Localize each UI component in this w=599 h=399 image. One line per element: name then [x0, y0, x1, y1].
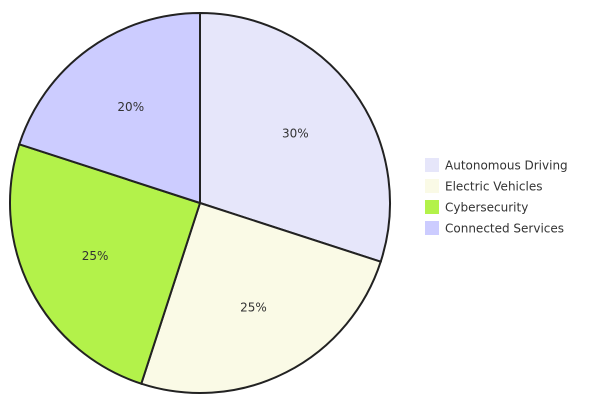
- slice-label-connected-services: 20%: [117, 100, 144, 114]
- legend-label-autonomous-driving: Autonomous Driving: [445, 159, 568, 173]
- legend-swatch-autonomous-driving: [425, 158, 439, 172]
- legend-swatch-connected-services: [425, 221, 439, 235]
- pie-slice-electric-vehicles: [140, 201, 382, 394]
- legend-label-cybersecurity: Cybersecurity: [445, 201, 528, 215]
- slice-label-cybersecurity: 25%: [82, 249, 109, 263]
- pie-slice-labels: 30% 25% 25% 20%: [82, 100, 309, 314]
- slice-label-electric-vehicles: 25%: [240, 300, 267, 314]
- legend-swatch-electric-vehicles: [425, 179, 439, 193]
- legend-label-connected-services: Connected Services: [445, 222, 564, 236]
- legend-swatch-cybersecurity: [425, 200, 439, 214]
- legend: Autonomous Driving Electric Vehicles Cyber…: [425, 158, 568, 236]
- pie-slice-connected-services: [18, 11, 201, 205]
- pie-slice-cybersecurity: [9, 143, 202, 385]
- pie-slices: [9, 11, 391, 394]
- pie-slice-autonomous-driving: [199, 11, 391, 263]
- slice-label-autonomous-driving: 30%: [282, 126, 309, 140]
- legend-label-electric-vehicles: Electric Vehicles: [445, 180, 542, 194]
